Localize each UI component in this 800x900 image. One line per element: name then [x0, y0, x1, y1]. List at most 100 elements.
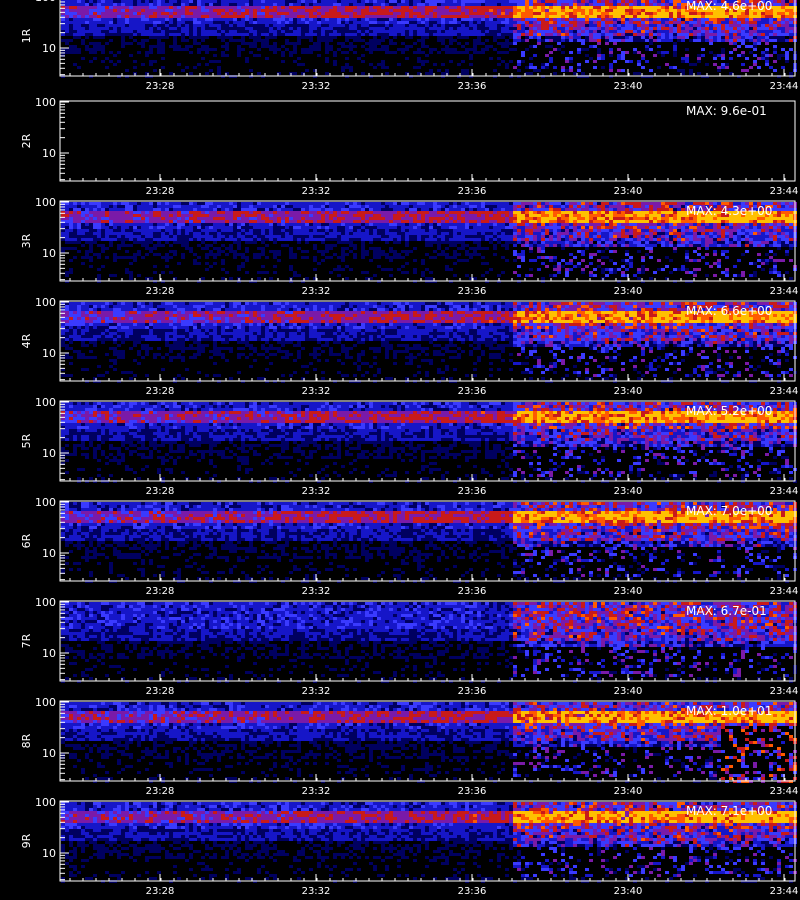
spectrogram-cell: [301, 27, 305, 30]
spectrogram-cell: [269, 24, 273, 27]
spectrogram-cell: [65, 54, 69, 57]
spectrogram-cell: [85, 48, 89, 51]
spectrogram-cell: [189, 15, 193, 18]
spectrogram-cell: [141, 18, 145, 21]
spectrogram-cell: [133, 63, 137, 66]
spectrogram-cell: [249, 18, 253, 21]
spectrogram-cell: [165, 51, 169, 54]
spectrogram-cell: [125, 9, 129, 12]
spectrogram-cell: [249, 6, 253, 9]
spectrogram-cell: [269, 9, 273, 12]
spectrogram-cell: [289, 3, 293, 6]
spectrogram-cell: [137, 54, 141, 57]
spectrogram-cell: [257, 63, 261, 66]
spectrogram-cell: [93, 0, 97, 3]
spectrogram-cell: [145, 15, 149, 18]
spectrogram-cell: [329, 0, 333, 3]
spectrogram-cell: [261, 33, 265, 36]
spectrogram-cell: [69, 6, 73, 9]
spectrogram-cell: [221, 9, 225, 12]
spectrogram-cell: [269, 0, 273, 3]
spectrogram-cell: [297, 9, 301, 12]
spectrogram-cell: [185, 57, 189, 60]
spectrogram-cell: [265, 39, 269, 42]
spectrogram-cell: [121, 63, 125, 66]
spectrogram-cell: [229, 6, 233, 9]
spectrogram-cell: [209, 6, 213, 9]
spectrogram-cell: [321, 45, 325, 48]
spectrogram-cell: [289, 21, 293, 24]
spectrogram-cell: [345, 6, 349, 9]
spectrogram-cell: [93, 51, 97, 54]
spectrogram-cell: [145, 9, 149, 12]
spectrogram-cell: [337, 27, 341, 30]
spectrogram-cell: [89, 15, 93, 18]
spectrogram-cell: [273, 33, 277, 36]
spectrogram-cell: [89, 39, 93, 42]
spectrogram-cell: [349, 6, 353, 9]
spectrogram-cell: [249, 48, 253, 51]
spectrogram-cell: [329, 3, 333, 6]
spectrogram-cell: [141, 39, 145, 42]
spectrogram-cell: [69, 60, 73, 63]
spectrogram-cell: [229, 72, 233, 75]
spectrogram-cell: [205, 0, 209, 3]
spectrogram-cell: [353, 9, 357, 12]
spectrogram-cell: [205, 6, 209, 9]
spectrogram-cell: [297, 0, 301, 3]
spectrogram-cell: [149, 66, 153, 69]
spectrogram-cell: [137, 21, 141, 24]
spectrogram-cell: [321, 69, 325, 72]
spectrogram-cell: [317, 12, 321, 15]
spectrogram-cell: [137, 51, 141, 54]
spectrogram-cell: [353, 0, 357, 3]
spectrogram-cell: [221, 57, 225, 60]
spectrogram-cell: [85, 9, 89, 12]
spectrogram-cell: [349, 42, 353, 45]
spectrogram-cell: [321, 39, 325, 42]
spectrogram-cell: [141, 33, 145, 36]
spectrogram-cell: [125, 63, 129, 66]
spectrogram-cell: [173, 48, 177, 51]
spectrogram-cell: [309, 9, 313, 12]
spectrogram-cell: [261, 15, 265, 18]
spectrogram-cell: [165, 18, 169, 21]
spectrogram-cell: [337, 18, 341, 21]
spectrogram-cell: [293, 27, 297, 30]
spectrogram-cell: [313, 12, 317, 15]
spectrogram-cell: [193, 66, 197, 69]
spectrogram-cell: [89, 9, 93, 12]
spectrogram-cell: [261, 9, 265, 12]
spectrogram-cell: [121, 45, 125, 48]
spectrogram-cell: [325, 57, 329, 60]
spectrogram-cell: [177, 21, 181, 24]
spectrogram-cell: [329, 9, 333, 12]
spectrogram-cell: [197, 12, 201, 15]
spectrogram-cell: [121, 30, 125, 33]
spectrogram-cell: [209, 15, 213, 18]
spectrogram-cell: [293, 3, 297, 6]
spectrogram-cell: [137, 0, 141, 3]
spectrogram-cell: [149, 18, 153, 21]
spectrogram-cell: [253, 66, 257, 69]
spectrogram-cell: [205, 27, 209, 30]
spectrogram-cell: [321, 15, 325, 18]
spectrogram-cell: [185, 27, 189, 30]
spectrogram-cell: [205, 45, 209, 48]
spectrogram-cell: [297, 30, 301, 33]
spectrogram-cell: [353, 60, 357, 63]
spectrogram-cell: [145, 21, 149, 24]
spectrogram-cell: [321, 51, 325, 54]
spectrogram-cell: [329, 42, 333, 45]
spectrogram-cell: [185, 21, 189, 24]
spectrogram-cell: [117, 39, 121, 42]
spectrogram-cell: [133, 0, 137, 3]
spectrogram-cell: [197, 3, 201, 6]
spectrogram-cell: [257, 24, 261, 27]
spectrogram-cell: [277, 9, 281, 12]
spectrogram-cell: [277, 30, 281, 33]
spectrogram-cell: [257, 9, 261, 12]
spectrogram-cell: [225, 42, 229, 45]
spectrogram-cell: [217, 45, 221, 48]
spectrogram-cell: [129, 33, 133, 36]
